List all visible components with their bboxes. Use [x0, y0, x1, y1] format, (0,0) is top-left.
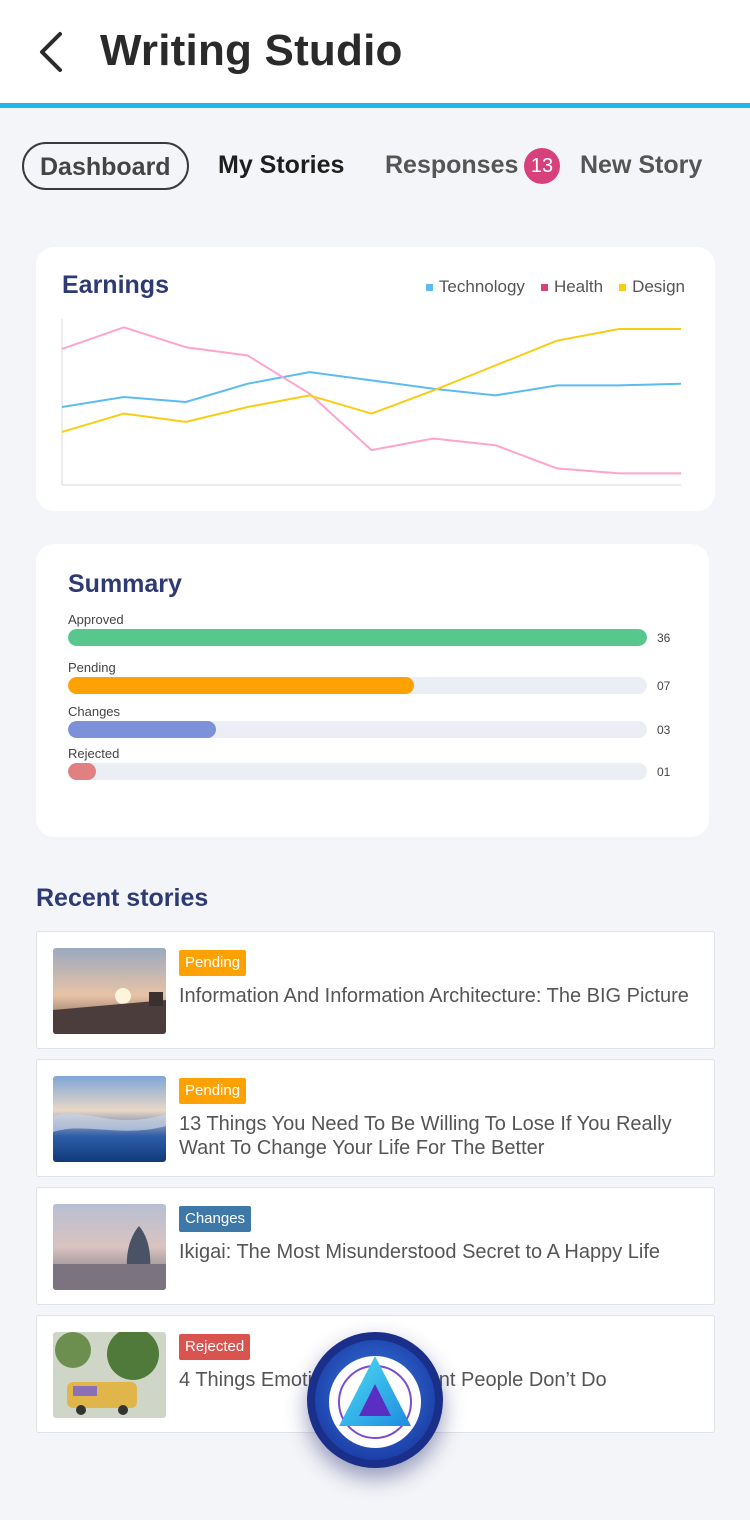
- summary-track-rejected: [68, 763, 647, 780]
- story-title: 13 Things You Need To Be Willing To Lose…: [179, 1113, 672, 1159]
- recent-stories-title: Recent stories: [36, 884, 209, 912]
- summary-label-rejected: Rejected: [68, 746, 120, 761]
- series-line-health: [61, 326, 681, 475]
- earnings-card: Earnings Technology Health Design: [36, 247, 715, 511]
- summary-count-changes: 03: [657, 723, 671, 737]
- summary-label-pending: Pending: [68, 660, 116, 675]
- tab-bar: Dashboard My Stories Responses 13 New St…: [22, 142, 732, 190]
- legend-label-technology: Technology: [438, 277, 525, 296]
- tab-my-stories[interactable]: My Stories: [218, 151, 345, 179]
- legend-label-design: Design: [632, 277, 685, 296]
- summary-count-rejected: 01: [657, 765, 671, 779]
- summary-card: Summary Approved 36 Pending 07 Changes 0…: [36, 544, 709, 837]
- tab-new-story[interactable]: New Story: [580, 151, 703, 179]
- summary-track-pending: [68, 677, 647, 694]
- earnings-line-chart: [61, 319, 682, 486]
- floating-action-button[interactable]: [307, 1332, 443, 1468]
- page-title: Writing Studio: [100, 26, 403, 75]
- summary-label-changes: Changes: [68, 704, 121, 719]
- legend-label-health: Health: [553, 277, 604, 296]
- story-thumbnail: [53, 948, 166, 1034]
- status-badge: Pending: [179, 1078, 247, 1104]
- status-badge: Pending: [179, 950, 247, 976]
- summary-bar-pending: [68, 677, 414, 694]
- story-thumbnail: [53, 1076, 166, 1162]
- chart-legend: Technology Health Design: [425, 277, 685, 297]
- chevron-left-icon: [40, 32, 62, 72]
- summary-row-rejected: Rejected 01: [68, 746, 678, 786]
- series-line-technology: [61, 371, 682, 408]
- summary-count-approved: 36: [657, 631, 671, 645]
- legend-swatch-design: [619, 283, 627, 291]
- summary-count-pending: 07: [657, 679, 671, 693]
- tab-dashboard[interactable]: Dashboard: [22, 142, 189, 190]
- story-title: Information And Information Architecture…: [179, 985, 689, 1007]
- summary-track-changes: [68, 721, 647, 738]
- story-title: Ikigai: The Most Misunderstood Secret to…: [179, 1241, 660, 1263]
- status-badge: Changes: [179, 1206, 252, 1232]
- tab-responses[interactable]: Responses: [385, 151, 519, 179]
- summary-row-changes: Changes 03: [68, 704, 678, 744]
- story-thumbnail: [53, 1204, 166, 1290]
- summary-row-pending: Pending 07: [68, 660, 678, 700]
- legend-swatch-technology: [425, 283, 433, 291]
- story-thumbnail: [53, 1332, 166, 1418]
- story-item[interactable]: Pending Information And Information Arch…: [36, 931, 715, 1049]
- triangle-logo-icon: [315, 1340, 435, 1460]
- back-button[interactable]: [30, 26, 74, 78]
- earnings-title: Earnings: [62, 271, 169, 299]
- status-badge: Rejected: [179, 1334, 251, 1360]
- legend-item-technology: Technology: [425, 277, 525, 297]
- summary-bar-rejected: [68, 763, 96, 780]
- story-item[interactable]: Changes Ikigai: The Most Misunderstood S…: [36, 1187, 715, 1305]
- summary-title: Summary: [68, 570, 182, 598]
- legend-swatch-health: [540, 283, 548, 291]
- summary-track-approved: [68, 629, 647, 646]
- summary-bar-approved: [68, 629, 647, 646]
- legend-item-design: Design: [619, 277, 685, 297]
- app-header: Writing Studio: [0, 0, 750, 108]
- series-line-design: [61, 328, 681, 433]
- legend-item-health: Health: [540, 277, 604, 297]
- responses-count-badge: 13: [524, 148, 560, 184]
- summary-row-approved: Approved 36: [68, 612, 678, 652]
- summary-bar-changes: [68, 721, 216, 738]
- story-item[interactable]: Pending 13 Things You Need To Be Willing…: [36, 1059, 715, 1177]
- summary-label-approved: Approved: [68, 612, 124, 627]
